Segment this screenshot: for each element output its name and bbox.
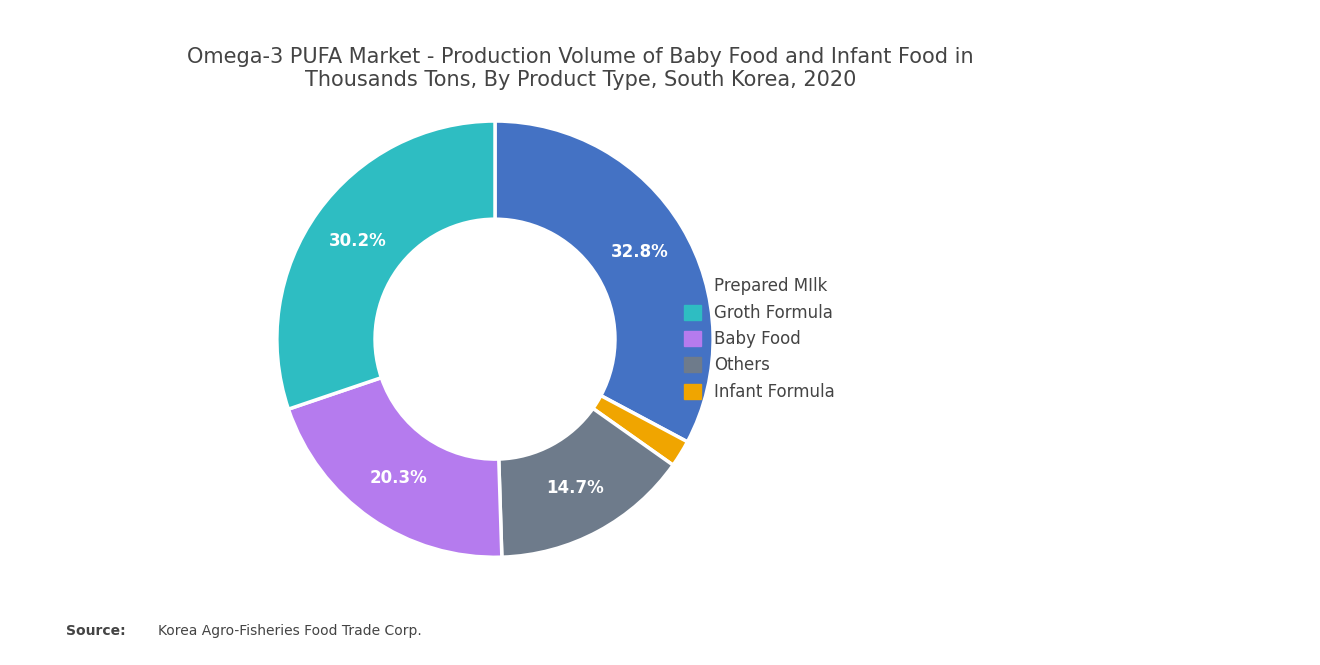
Wedge shape (288, 378, 502, 557)
Text: 30.2%: 30.2% (329, 231, 387, 249)
Wedge shape (593, 396, 688, 465)
Text: Omega-3 PUFA Market - Production Volume of Baby Food and Infant Food in
Thousand: Omega-3 PUFA Market - Production Volume … (187, 47, 974, 90)
Text: Source:: Source: (66, 624, 125, 638)
Wedge shape (277, 121, 495, 409)
Text: 32.8%: 32.8% (611, 243, 669, 261)
Text: Korea Agro-Fisheries Food Trade Corp.: Korea Agro-Fisheries Food Trade Corp. (158, 624, 422, 638)
Text: 14.7%: 14.7% (546, 479, 605, 497)
Text: 20.3%: 20.3% (370, 469, 428, 487)
Wedge shape (495, 121, 713, 442)
Legend: Prepared MIlk, Groth Formula, Baby Food, Others, Infant Formula: Prepared MIlk, Groth Formula, Baby Food,… (678, 271, 842, 408)
Wedge shape (499, 408, 673, 557)
